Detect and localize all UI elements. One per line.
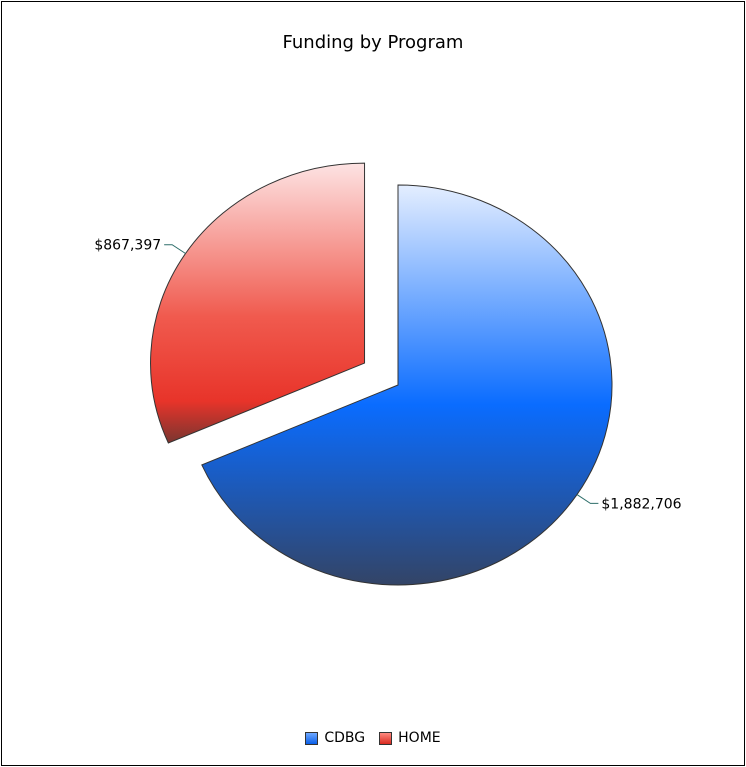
slice-label-home: $867,397 (94, 238, 161, 254)
leader-line-cdbg (576, 494, 599, 504)
legend: CDBG HOME (2, 730, 744, 746)
legend-label-home: HOME (398, 730, 441, 746)
legend-swatch-home (379, 731, 393, 745)
slice-label-cdbg: $1,882,706 (601, 496, 681, 512)
chart-title: Funding by Program (282, 32, 464, 53)
legend-item-cdbg: CDBG (305, 730, 365, 746)
legend-label-cdbg: CDBG (324, 730, 366, 746)
legend-item-home: HOME (379, 730, 441, 746)
leader-line-home (164, 244, 186, 254)
legend-swatch-cdbg (305, 731, 319, 745)
pie-slice-home (150, 162, 366, 444)
